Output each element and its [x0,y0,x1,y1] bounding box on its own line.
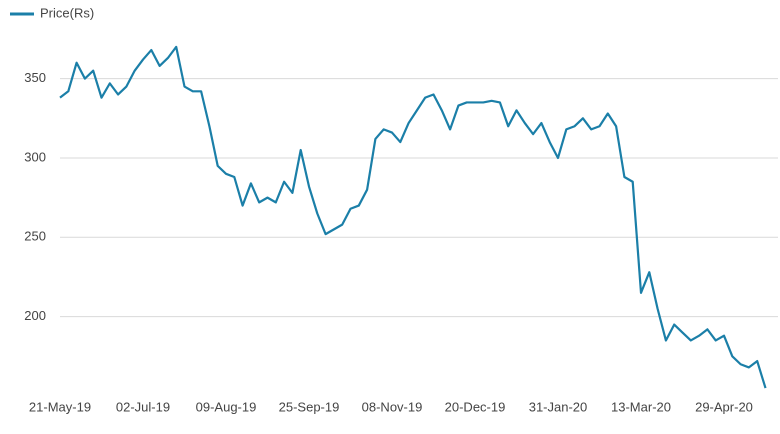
legend-label: Price(Rs) [40,5,94,20]
x-tick-label: 09-Aug-19 [196,399,257,414]
x-tick-label: 08-Nov-19 [362,399,423,414]
y-tick-label: 250 [24,229,46,244]
y-tick-label: 200 [24,308,46,323]
x-tick-label: 29-Apr-20 [695,399,753,414]
x-tick-label: 25-Sep-19 [279,399,340,414]
y-tick-label: 300 [24,149,46,164]
y-tick-label: 350 [24,70,46,85]
x-tick-label: 13-Mar-20 [611,399,671,414]
x-tick-label: 20-Dec-19 [445,399,506,414]
x-tick-label: 02-Jul-19 [116,399,170,414]
x-tick-label: 31-Jan-20 [529,399,588,414]
x-tick-label: 21-May-19 [29,399,91,414]
price-line [59,45,767,389]
